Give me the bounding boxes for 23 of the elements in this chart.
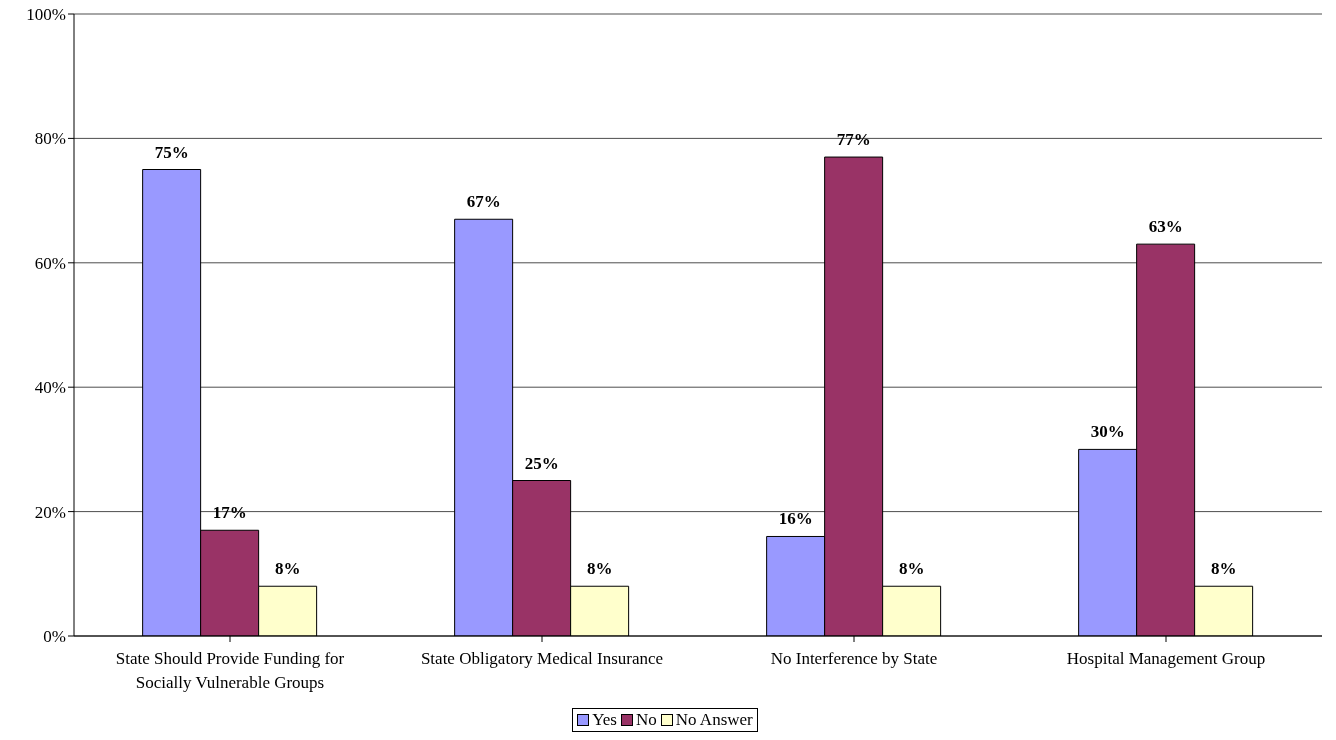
y-tick-label: 40% [34, 378, 66, 398]
data-label: 8% [1210, 559, 1237, 579]
y-tick-label: 100% [26, 5, 66, 25]
y-tick-label: 0% [43, 627, 66, 647]
data-label: 63% [1148, 217, 1183, 237]
data-label: 8% [586, 559, 613, 579]
x-tick-label: Hospital Management Group [1066, 649, 1266, 668]
data-label: 25% [524, 453, 559, 473]
y-tick-label: 60% [34, 253, 66, 273]
legend-label: No [636, 710, 657, 730]
data-label: 8% [274, 559, 301, 579]
x-tick-label: No Interference by State [770, 649, 938, 668]
legend-label: No Answer [675, 710, 753, 730]
data-label: 30% [1090, 422, 1125, 442]
x-tick-label: State Should Provide Funding for Socially Vulnerable Groups [115, 649, 345, 692]
data-label: 16% [778, 509, 813, 529]
legend-label: Yes [592, 710, 617, 730]
y-tick-label: 80% [34, 129, 66, 149]
data-label: 8% [898, 559, 925, 579]
y-tick-label: 20% [34, 502, 66, 522]
data-label: 67% [466, 192, 501, 212]
x-tick-label: State Obligatory Medical Insurance [420, 649, 664, 668]
data-label: 75% [154, 142, 189, 162]
